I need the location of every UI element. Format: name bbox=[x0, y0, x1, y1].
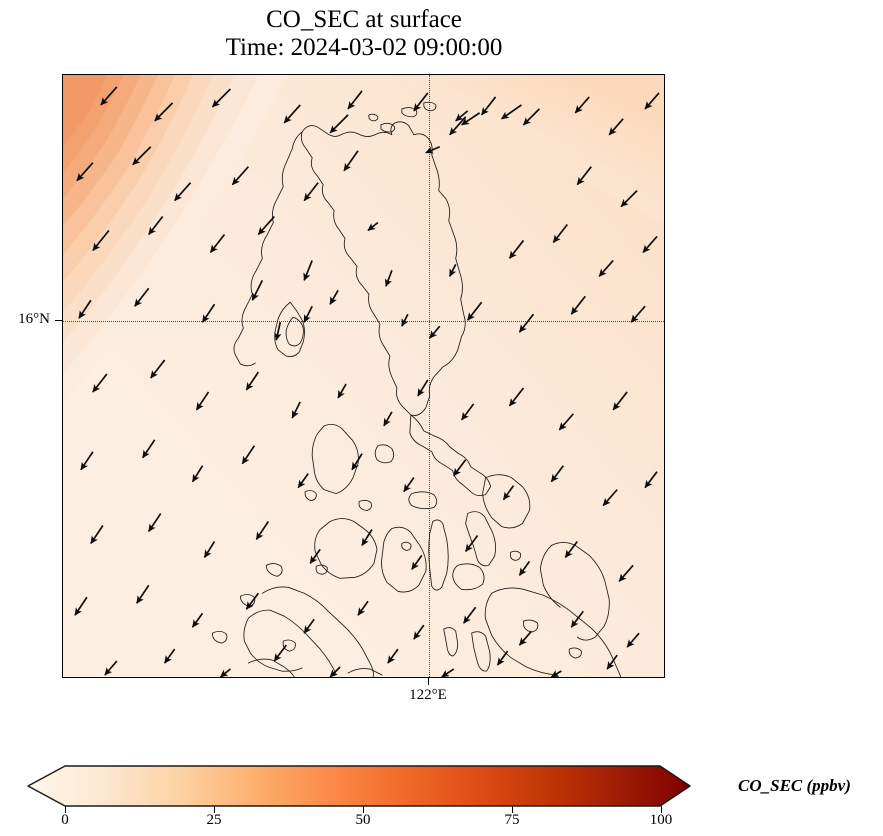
gridline-16n bbox=[63, 321, 664, 322]
co-sec-scalar-field bbox=[63, 75, 664, 677]
colorbar-ticklabel-0: 0 bbox=[61, 812, 69, 828]
map-gridlines bbox=[63, 75, 664, 677]
colorbar-tick-0 bbox=[65, 806, 66, 813]
colorbar-tick-50 bbox=[363, 806, 364, 813]
lon-tick-122e bbox=[428, 678, 429, 685]
figure-subtitle-time: Time: 2024-03-02 09:00:00 bbox=[225, 34, 503, 61]
colorbar-ticklabel-25: 25 bbox=[206, 812, 222, 828]
figure-title-block: CO_SEC at surface Time: 2024-03-02 09:00… bbox=[0, 6, 728, 62]
lat-tick-16n bbox=[55, 320, 62, 321]
colorbar-ticklabel-75: 75 bbox=[504, 812, 520, 828]
gridline-122e bbox=[429, 75, 430, 677]
lon-label-122e: 122°E bbox=[409, 687, 447, 703]
colorbar-tick-25 bbox=[214, 806, 215, 813]
colorbar-tick-100 bbox=[661, 806, 662, 813]
wind-vector-overlay bbox=[63, 75, 664, 677]
coastline-overlay bbox=[63, 75, 664, 677]
colorbar-ticklabel-50: 50 bbox=[355, 812, 371, 828]
lat-label-16n: 16°N bbox=[18, 311, 50, 327]
page-title: CO_SEC at surface bbox=[266, 6, 462, 33]
colorbar-tick-75 bbox=[512, 806, 513, 813]
map-axes[interactable] bbox=[62, 74, 665, 678]
colorbar-title: CO_SEC (ppbv) bbox=[738, 776, 851, 795]
colorbar-ticklabel-100: 100 bbox=[649, 812, 673, 828]
colorbar[interactable]: 0 25 50 75 100 CO_SEC (ppbv) bbox=[0, 756, 883, 836]
